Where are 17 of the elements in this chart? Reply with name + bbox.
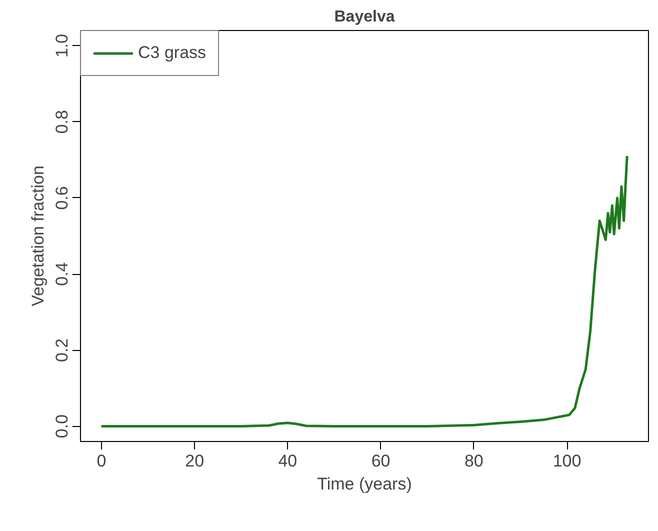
legend-label: C3 grass [138,43,206,63]
y-tick-label: 0.0 [52,414,72,438]
x-tick-label: 80 [464,452,484,470]
x-tick-label: 40 [278,452,298,470]
line-series [100,154,628,428]
x-tick-label: 60 [371,452,390,470]
y-tick-label: 0.6 [52,186,72,210]
x-tick-label: 20 [185,452,204,470]
y-tick-label: 0.8 [52,110,72,134]
y-tick-label: 0.2 [52,338,72,362]
x-axis-title: Time (years) [317,474,412,494]
x-tick-label: 0 [96,452,106,470]
chart-title: Bayelva [334,8,395,26]
x-tick-label: 100 [552,452,582,470]
y-tick-label: 1.0 [52,34,72,58]
y-axis-title: Vegetation fraction [28,166,48,306]
y-tick-label: 0.4 [52,262,72,286]
